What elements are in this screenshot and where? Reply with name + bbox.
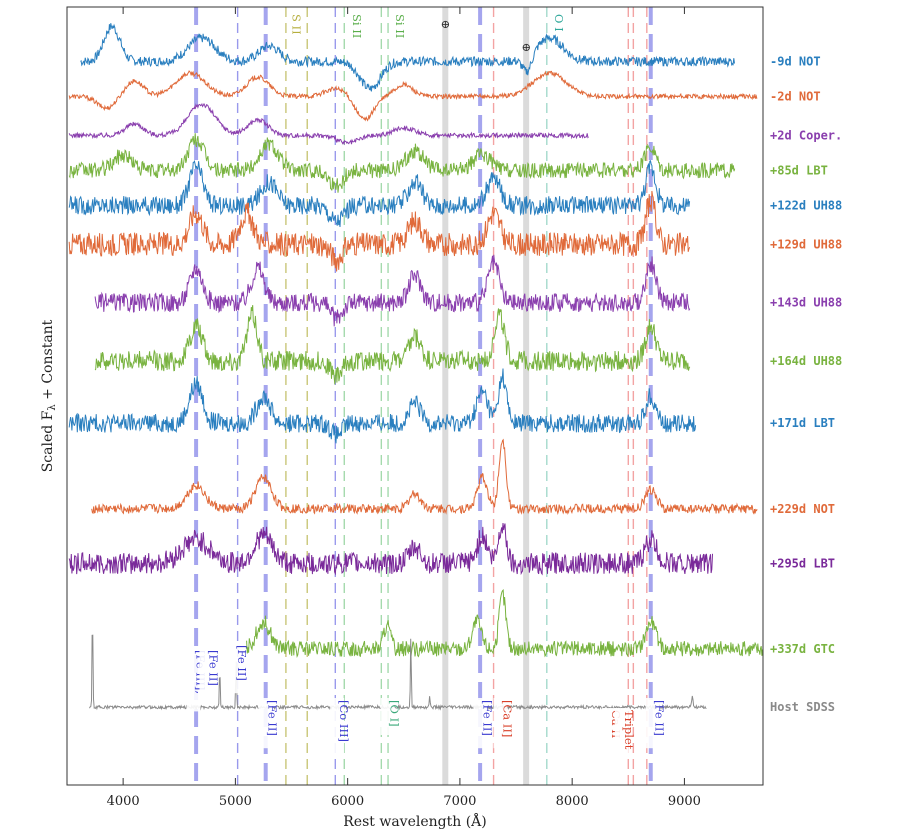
bottom-line-id-7-1: Triplet [622,710,636,750]
bottom-line-id-2-0: [Fe II] [265,700,279,736]
bottom-line-identifications: [Fe III],[Fe II][Fe II][Fe II][Co III][O… [186,643,667,759]
epoch-label-9: +229d NOT [770,502,835,516]
bottom-line-id-bg-4-0 [380,698,395,735]
bottom-line-id-bg-8-0 [645,698,660,749]
epoch-label-3: +85d LBT [770,163,828,177]
bottom-line-id-bg-3-0 [330,698,345,755]
telluric-band-12 [523,7,530,785]
bottom-line-id-3-0: [Co III] [337,700,351,742]
epoch-label-10: +295d LBT [770,556,835,570]
bottom-line-id-bg-7-0 [601,708,616,745]
bottom-line-id-1-0: [Fe II] [235,645,249,681]
epoch-label-0: -9d NOT [770,54,821,68]
epoch-label-5: +129d UH88 [770,237,842,251]
y-axis-title-main: Scaled F [40,410,56,472]
bottom-line-id-8-0: [Fe II] [653,700,667,736]
spectrum-line-5 [68,190,691,272]
bottom-line-id-6-0: [Ca II] [501,700,515,737]
spectrum-line-0 [80,23,735,92]
top-line-id-4: ⊕ [521,40,531,54]
epoch-label-4: +122d UH88 [770,198,842,212]
x-tick-label-2: 6000 [331,794,364,809]
epoch-label-2: +2d Coper. [770,128,842,142]
epoch-label-12: Host SDSS [770,700,835,714]
bottom-line-id-bg-7-1 [614,708,629,759]
bottom-line-id-bg-2-0 [258,698,273,749]
spectrum-line-4 [68,160,691,228]
top-line-identifications: S II Si II Si II ⊕ ⊕ O I [290,14,566,54]
bottom-line-id-bg-5-0 [473,698,488,749]
telluric-band-9 [442,7,449,785]
spectrum-line-3 [68,133,736,193]
bottom-line-id-bg-0-0 [186,648,201,712]
epoch-label-7: +164d UH88 [770,354,842,368]
x-tick-label-3: 7000 [443,794,476,809]
y-axis-title: Scaled Fλ + Constant [40,319,58,472]
bottom-line-id-5-0: [Fe II] [480,700,494,736]
bottom-line-id-bg-0-1 [199,648,214,699]
epoch-label-1: -2d NOT [770,89,821,103]
x-tick-label-5: 9000 [668,794,701,809]
spectrum-line-2 [68,102,589,146]
x-axis-title: Rest wavelength (Å) [343,812,486,830]
epoch-label-6: +143d UH88 [770,296,842,310]
y-axis-title-tail: + Constant [40,319,56,404]
spectrum-line-9 [91,438,758,516]
bottom-line-id-4-0: [O I] [388,700,402,727]
spectrum-line-1 [68,70,758,122]
spectrum-line-6 [94,254,691,327]
y-axis-title-sub: λ [47,404,58,411]
top-line-id-3: ⊕ [440,17,450,31]
top-line-id-1: Si II [350,14,364,38]
spectrum-line-7 [94,305,691,385]
top-line-id-2: Si II [393,14,407,38]
x-axis-ticks: 4000 5000 6000 7000 8000 9000 [107,7,701,809]
spectrum-line-11 [246,588,764,659]
top-line-id-5: O I [552,14,566,32]
epoch-label-11: +337d GTC [770,642,835,656]
spectra-series [68,23,764,711]
bottom-line-id-bg-1-0 [228,643,243,694]
epoch-label-8: +171d LBT [770,416,835,430]
epoch-labels: -9d NOT -2d NOT +2d Coper. +85d LBT +122d UH… [770,54,842,714]
x-tick-label-0: 4000 [107,794,140,809]
spectrum-line-10 [68,522,713,576]
bottom-line-id-0-1: [Fe II] [206,650,220,686]
spectrum-line-8 [68,368,697,444]
x-tick-label-1: 5000 [219,794,252,809]
bottom-line-id-bg-6-0 [493,698,508,749]
plot-frame [66,6,764,786]
x-tick-label-4: 8000 [556,794,589,809]
top-line-id-0: S II [290,14,304,35]
